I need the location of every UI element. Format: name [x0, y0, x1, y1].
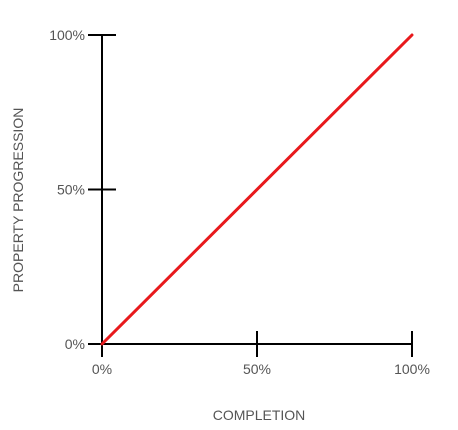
x-tick-label-0: 0%: [92, 361, 112, 377]
x-tick-label-2: 100%: [394, 361, 430, 377]
x-tick-label-1: 50%: [243, 361, 271, 377]
tick-labels: 0% 50% 100% 0% 50% 100%: [49, 27, 430, 377]
series-line-0: [100, 33, 414, 346]
y-axis-title: PROPERTY PROGRESSION: [10, 108, 26, 293]
y-tick-label-1: 50%: [57, 182, 85, 198]
y-tick-label-0: 0%: [65, 336, 85, 352]
x-axis-title: COMPLETION: [213, 407, 306, 423]
y-tick-label-2: 100%: [49, 27, 85, 43]
series: [100, 33, 414, 346]
